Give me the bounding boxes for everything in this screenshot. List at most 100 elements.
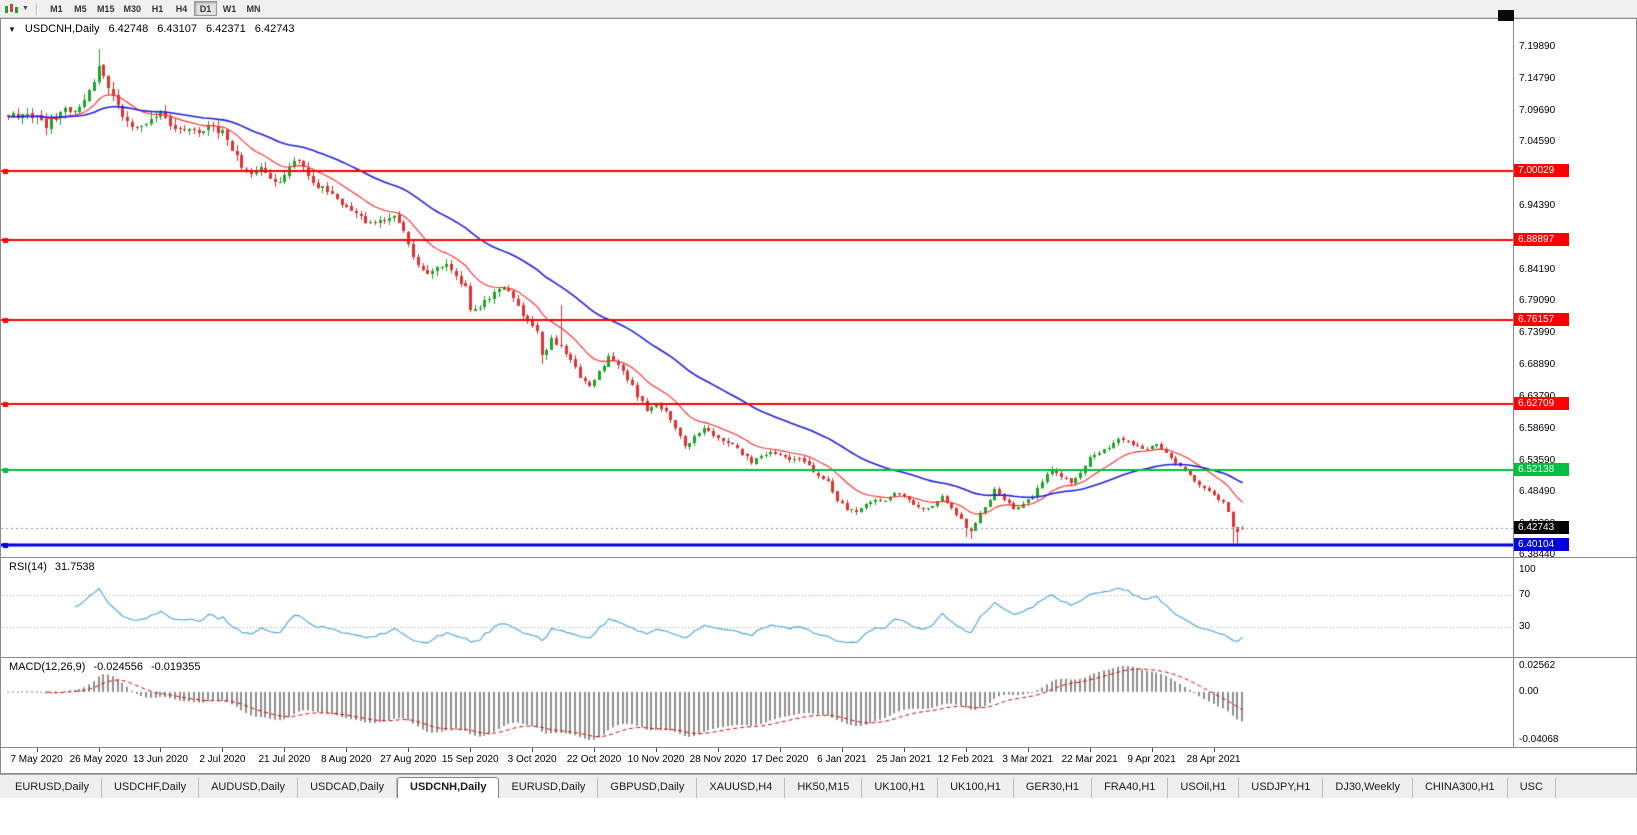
date-label: 6 Jan 2021 — [817, 754, 867, 765]
chart-tab-usdjpy-h1[interactable]: USDJPY,H1 — [1239, 778, 1324, 798]
time-axis-tick — [1090, 748, 1091, 752]
rsi-scale-label: 70 — [1519, 588, 1531, 600]
macd-pane-canvas[interactable] — [1, 658, 1513, 747]
chart-type-dropdown-caret-icon[interactable]: ▼ — [22, 5, 29, 12]
macd-main-value: -0.024556 — [93, 661, 143, 673]
chart-tabs-bar: EURUSD,Daily USDCHF,Daily AUDUSD,Daily USDC… — [0, 774, 1637, 798]
low-value: 6.42371 — [206, 23, 246, 35]
level-price-badge: 6.76157 — [1514, 312, 1569, 326]
price-chart-canvas[interactable] — [1, 19, 1513, 557]
time-axis-tick — [904, 748, 905, 752]
chart-tab-ger30-h1[interactable]: GER30,H1 — [1014, 778, 1093, 798]
chart-title: ▼ USDCNH,Daily 6.42748 6.43107 6.42371 6… — [8, 23, 295, 35]
chart-corner-marker — [1498, 10, 1514, 21]
chart-window: ▼ USDCNH,Daily 6.42748 6.43107 6.42371 6… — [0, 10, 1637, 774]
period-button-d1[interactable]: D1 — [193, 1, 217, 16]
time-axis-tick — [160, 748, 161, 752]
chart-type-icon[interactable] — [4, 3, 19, 15]
chart-tab-uk100-h1[interactable]: UK100,H1 — [938, 778, 1014, 798]
price-tick: 7.19890 — [1519, 41, 1556, 52]
rsi-scale-label: 100 — [1519, 564, 1536, 575]
rsi-value-label: 31.7538 — [54, 561, 95, 573]
price-tick: 6.73990 — [1519, 327, 1556, 339]
period-button-w1[interactable]: W1 — [222, 4, 237, 14]
price-tick: 6.68890 — [1519, 359, 1556, 371]
chart-tab-eurusd-daily[interactable]: EURUSD,Daily — [3, 778, 102, 798]
period-button-mn[interactable]: MN — [246, 4, 261, 14]
bottom-spacer — [0, 798, 1637, 835]
level-price-badge: 7.00029 — [1514, 163, 1569, 177]
chart-tab-xauusd-h4[interactable]: XAUUSD,H4 — [697, 778, 786, 798]
period-button-m15[interactable]: M15 — [96, 4, 115, 14]
chart-tab-usdchf-daily[interactable]: USDCHF,Daily — [102, 778, 200, 798]
one-click-trading-caret-icon[interactable]: ▼ — [8, 24, 16, 34]
time-axis-tick — [470, 748, 471, 752]
period-button-m1[interactable]: M1 — [50, 4, 63, 14]
date-label: 28 Apr 2021 — [1186, 754, 1241, 765]
high-value: 6.43107 — [157, 23, 198, 35]
time-axis-tick — [1028, 748, 1029, 752]
macd-scale-min: -0.04068 — [1519, 734, 1559, 745]
date-label: 10 Nov 2020 — [627, 754, 685, 765]
period-button-h1[interactable]: H1 — [151, 4, 164, 14]
rsi-scale-label: 30 — [1519, 621, 1531, 633]
macd-name-label: MACD(12,26,9) — [9, 661, 86, 673]
date-label: 8 Aug 2020 — [321, 754, 372, 765]
time-axis-tick — [966, 748, 967, 752]
date-label: 22 Oct 2020 — [566, 754, 622, 765]
rsi-header: RSI(14) 31.7538 — [9, 561, 95, 573]
time-axis-tick — [99, 748, 100, 752]
price-tick: 7.14790 — [1519, 72, 1556, 84]
chart-tab-eurusd-daily[interactable]: EURUSD,Daily — [499, 778, 599, 798]
date-label: 13 Jun 2020 — [132, 754, 188, 765]
rsi-name-label: RSI(14) — [9, 561, 47, 573]
chart-tab-usoil-h1[interactable]: USOil,H1 — [1168, 778, 1240, 798]
chart-tab-usdcad-daily[interactable]: USDCAD,Daily — [298, 778, 398, 798]
chart-tab-usc[interactable]: USC — [1508, 778, 1556, 798]
time-axis-tick — [37, 748, 38, 752]
time-axis-tick — [718, 748, 719, 752]
time-axis-tick — [656, 748, 657, 752]
date-label: 3 Oct 2020 — [507, 754, 557, 765]
period-button-h4[interactable]: H4 — [175, 4, 188, 14]
rsi-pane-canvas[interactable] — [1, 558, 1513, 657]
chart-tab-dj30-weekly[interactable]: DJ30,Weekly — [1323, 778, 1413, 798]
chart-tab-china300-h1[interactable]: CHINA300,H1 — [1413, 778, 1508, 798]
date-label: 15 Sep 2020 — [441, 754, 499, 765]
time-axis-tick — [780, 748, 781, 752]
price-tick: 6.48490 — [1519, 486, 1556, 498]
chart-tab-usdcnh-daily[interactable]: USDCNH,Daily — [397, 777, 500, 798]
pane-separator-rsi-macd[interactable] — [1, 657, 1636, 658]
price-tick: 6.84190 — [1519, 263, 1556, 275]
time-axis-tick — [284, 748, 285, 752]
date-label: 7 May 2020 — [10, 754, 63, 765]
price-tick: 6.94390 — [1519, 200, 1556, 212]
macd-scale-zero: 0.00 — [1519, 685, 1539, 697]
price-tick: 6.58690 — [1519, 422, 1556, 434]
price-tick: 7.09690 — [1519, 104, 1556, 116]
chart-tab-fra40-h1[interactable]: FRA40,H1 — [1092, 778, 1169, 798]
price-axis-separator — [1513, 19, 1514, 747]
pane-separator-main-rsi[interactable] — [1, 557, 1636, 558]
date-label: 21 Jul 2020 — [258, 754, 311, 765]
date-label: 3 Mar 2021 — [1002, 754, 1053, 765]
level-price-badge: 6.88897 — [1514, 233, 1569, 247]
chart-tab-hk50-m15[interactable]: HK50,M15 — [785, 778, 863, 798]
timeframe-toolbar: ▼ M1 M5 M15 M30 H1 H4 D1 W1 MN — [0, 0, 1637, 18]
period-button-m30[interactable]: M30 — [123, 4, 141, 14]
price-tick: 6.79090 — [1519, 295, 1556, 307]
current-price-badge: 6.42743 — [1514, 521, 1569, 535]
chart-tab-gbpusd-daily[interactable]: GBPUSD,Daily — [598, 778, 698, 798]
time-axis-tick — [842, 748, 843, 752]
time-axis-tick — [594, 748, 595, 752]
time-axis-tick — [222, 748, 223, 752]
chart-tab-uk100-h1[interactable]: UK100,H1 — [862, 778, 939, 798]
level-price-badge: 6.52138 — [1514, 462, 1569, 476]
chart-tab-audusd-daily[interactable]: AUDUSD,Daily — [199, 778, 299, 798]
macd-scale-max: 0.02562 — [1519, 660, 1556, 671]
macd-signal-value: -0.019355 — [150, 661, 201, 673]
period-button-m5[interactable]: M5 — [74, 4, 87, 14]
time-axis-tick — [1152, 748, 1153, 752]
period-buttons-group: M1 M5 M15 M30 H1 H4 D1 W1 MN — [45, 1, 265, 16]
